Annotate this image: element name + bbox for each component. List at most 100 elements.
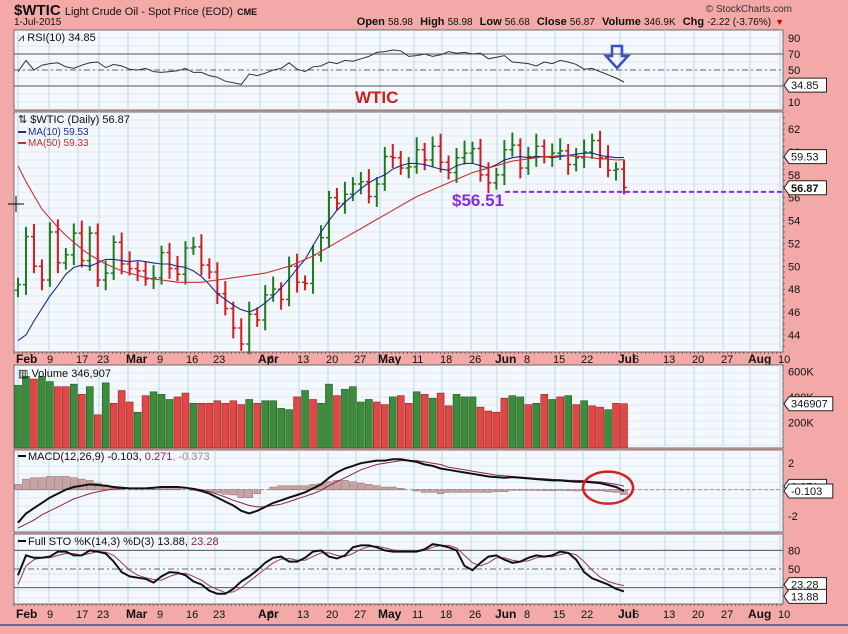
macd-histogram-bar xyxy=(508,489,517,491)
volume-bar xyxy=(237,404,246,449)
rsi-axis-label: 90 xyxy=(788,33,800,45)
macd-histogram-bar xyxy=(436,489,445,494)
macd-histogram-bar xyxy=(245,489,253,498)
volume-bar xyxy=(325,383,333,449)
volume-bar xyxy=(245,399,254,449)
high-value: 58.98 xyxy=(447,17,473,28)
ma10-value-tag xyxy=(783,149,827,165)
macd-histogram-bar xyxy=(237,489,246,498)
volume-bar xyxy=(508,395,517,449)
macd-axis-label: -2 xyxy=(788,511,798,523)
volume-bar xyxy=(436,392,445,449)
volume-bar xyxy=(620,403,628,449)
macd-histogram-bar xyxy=(46,476,54,490)
date-label: 27 xyxy=(721,354,733,366)
macd-histogram-bar xyxy=(564,489,572,491)
volume-bar xyxy=(93,414,102,449)
volume-bar xyxy=(420,394,429,449)
volume-bar xyxy=(388,396,397,449)
macd-histogram-bar xyxy=(516,489,525,491)
date-label: 9 xyxy=(157,609,163,621)
price-legend: ⇅ $WTIC (Daily) 56.87 xyxy=(18,114,130,126)
macd-histogram-bar xyxy=(293,485,301,490)
symbol-title: $WTIC Light Crude Oil - Spot Price (EOD)… xyxy=(14,2,257,19)
macd-histogram-bar xyxy=(349,481,357,490)
date-label: 18 xyxy=(440,609,452,621)
volume-bar xyxy=(404,403,413,449)
sto-swatch xyxy=(18,540,26,542)
date-label: 22 xyxy=(581,354,593,366)
volume-bar xyxy=(301,390,309,449)
date-label: 27 xyxy=(721,609,733,621)
ma50-line xyxy=(17,154,625,283)
volume-bar xyxy=(333,395,341,449)
date-label: 9 xyxy=(47,609,53,621)
macd-histogram-bar xyxy=(420,489,429,493)
macd-histogram-bar xyxy=(556,489,564,491)
date-label: 13 xyxy=(663,609,675,621)
volume-bar xyxy=(412,391,421,449)
date-label: Jul xyxy=(618,352,635,366)
date-label: 6 xyxy=(633,354,639,366)
macd-histogram-bar xyxy=(524,489,533,491)
volume-bar xyxy=(269,400,277,449)
rsi-value-tag xyxy=(783,77,827,93)
date-label: 10 xyxy=(778,354,790,366)
close-value-tag xyxy=(783,180,827,196)
volume-bar xyxy=(70,383,78,449)
macd-histogram-bar xyxy=(492,489,501,492)
price-axis-label: 56 xyxy=(788,193,800,205)
volume-axis-label: 200K xyxy=(788,417,814,429)
volume-bar xyxy=(524,404,533,449)
price-axis-label: 52 xyxy=(788,238,800,250)
rsi-axis-label: 70 xyxy=(788,49,800,61)
volume-bar xyxy=(165,399,174,449)
volume-bar xyxy=(612,403,620,449)
volume-bar xyxy=(309,399,317,449)
volume-bar xyxy=(532,403,541,449)
date-label: 18 xyxy=(440,354,452,366)
date-label: 15 xyxy=(553,354,565,366)
date-label: Feb xyxy=(16,352,37,366)
volume-bar xyxy=(381,404,389,449)
date-label: 8 xyxy=(524,354,530,366)
volume-bar xyxy=(54,386,62,449)
down-triangle-icon: ▼ xyxy=(775,17,784,27)
volume-bar xyxy=(157,394,166,449)
ma10-legend: MA(10) 59.53 xyxy=(28,127,89,138)
macd-histogram-bar xyxy=(484,489,493,493)
date-label: Jun xyxy=(495,352,516,366)
date-label: Apr xyxy=(258,607,279,621)
volume-bar xyxy=(133,411,142,449)
macd-histogram-bar xyxy=(357,482,365,490)
down-arrow-icon xyxy=(603,44,631,70)
value-tag-text: 56.87 xyxy=(791,183,819,195)
date-label: 20 xyxy=(326,609,338,621)
brand-watermark: © StockCharts.com xyxy=(705,4,792,15)
macd-histogram-bar xyxy=(620,489,628,495)
volume-axis-label: 600K xyxy=(788,366,814,378)
date-label: 9 xyxy=(47,354,53,366)
volume-bar xyxy=(500,397,509,449)
rsi-axis-label: 10 xyxy=(788,97,800,109)
macd-legend: MACD(12,26,9) -0.103, 0.271, -0.373 xyxy=(28,451,210,463)
macd-histogram-bar xyxy=(117,488,126,490)
volume-bar xyxy=(492,411,501,449)
change-value: -2.22 (-3.76%) xyxy=(707,17,772,28)
volume-bar xyxy=(62,386,70,449)
volume-legend: ▥ Volume 346,907 xyxy=(18,368,111,380)
bottom-margin xyxy=(0,624,848,634)
sto-k-line xyxy=(17,543,625,595)
date-label: 27 xyxy=(354,609,366,621)
symbol-description: Light Crude Oil - Spot Price (EOD) xyxy=(64,6,233,18)
date-label: 17 xyxy=(76,609,88,621)
volume-bar xyxy=(572,404,580,449)
volume-bar xyxy=(85,386,94,449)
macd-histogram-bar xyxy=(285,485,293,490)
sto-axis-label: 50 xyxy=(788,564,800,576)
value-tag-text: 34.85 xyxy=(791,80,819,92)
price-axis-label: 48 xyxy=(788,284,800,296)
macd-axis-label: 2 xyxy=(788,458,794,470)
macd-histogram-bar xyxy=(548,489,556,491)
